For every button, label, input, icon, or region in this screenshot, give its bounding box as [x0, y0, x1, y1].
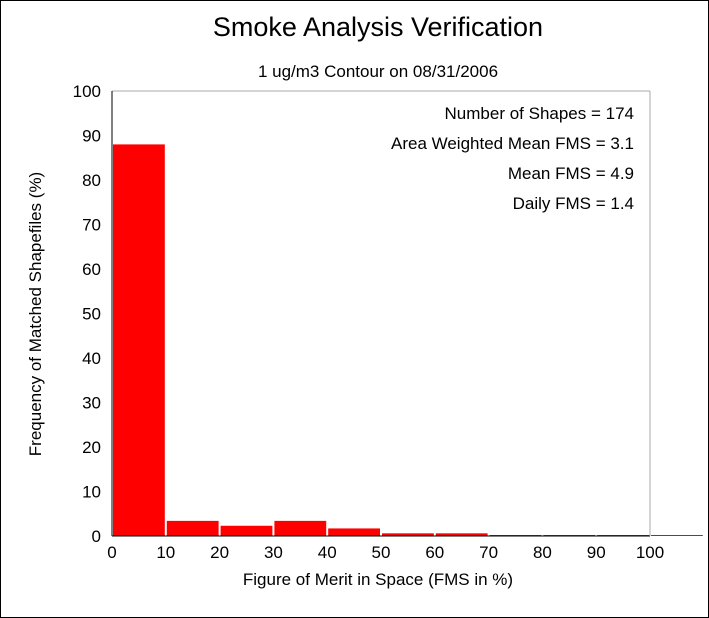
stat-annotation: Area Weighted Mean FMS = 3.1 — [391, 134, 634, 153]
y-tick-label: 30 — [82, 394, 101, 413]
x-tick-label: 50 — [372, 543, 391, 562]
histogram-bar-1 — [166, 520, 219, 536]
x-axis-ticks: 0 10 20 30 40 50 60 70 80 90 100 — [107, 543, 664, 562]
histogram-bar-6 — [435, 533, 488, 536]
x-tick-label: 100 — [636, 543, 664, 562]
histogram-bar-4 — [328, 528, 380, 536]
x-tick-label: 90 — [587, 543, 606, 562]
chart-title: Smoke Analysis Verification — [213, 12, 543, 42]
x-tick-label: 10 — [156, 543, 175, 562]
chart-subtitle: 1 ug/m3 Contour on 08/31/2006 — [258, 62, 498, 81]
histogram-bar-0 — [113, 144, 165, 536]
y-tick-label: 0 — [92, 527, 101, 546]
y-tick-label: 90 — [82, 127, 101, 146]
y-tick-label: 10 — [82, 483, 101, 502]
y-axis-label: Frequency of Matched Shapefiles (%) — [26, 172, 45, 456]
y-tick-label: 80 — [82, 171, 101, 190]
y-tick-label: 100 — [73, 82, 101, 101]
y-tick-label: 50 — [82, 305, 101, 324]
x-tick-label: 70 — [479, 543, 498, 562]
y-tick-label: 40 — [82, 349, 101, 368]
x-axis-label: Figure of Merit in Space (FMS in %) — [243, 570, 513, 589]
histogram-bar-2 — [220, 525, 273, 536]
x-tick-label: 80 — [533, 543, 552, 562]
y-tick-label: 60 — [82, 260, 101, 279]
stat-annotation: Daily FMS = 1.4 — [513, 194, 634, 213]
x-tick-label: 40 — [318, 543, 337, 562]
stat-annotation: Mean FMS = 4.9 — [508, 164, 634, 183]
histogram-bar-3 — [274, 520, 327, 536]
histogram-bar-5 — [382, 533, 434, 536]
y-axis-ticks: 0 10 20 30 40 50 60 70 80 90 100 — [73, 82, 101, 546]
x-tick-label: 30 — [264, 543, 283, 562]
y-tick-label: 70 — [82, 216, 101, 235]
bars-group — [113, 144, 703, 536]
x-tick-label: 0 — [107, 543, 116, 562]
y-tick-label: 20 — [82, 438, 101, 457]
x-tick-label: 60 — [425, 543, 444, 562]
x-tick-label: 20 — [210, 543, 229, 562]
histogram-bar-10 — [651, 535, 703, 536]
stat-annotation: Number of Shapes = 174 — [445, 104, 634, 123]
stats-annotations: Number of Shapes = 174 Area Weighted Mean… — [391, 104, 634, 213]
plot-area-frame — [111, 90, 651, 537]
